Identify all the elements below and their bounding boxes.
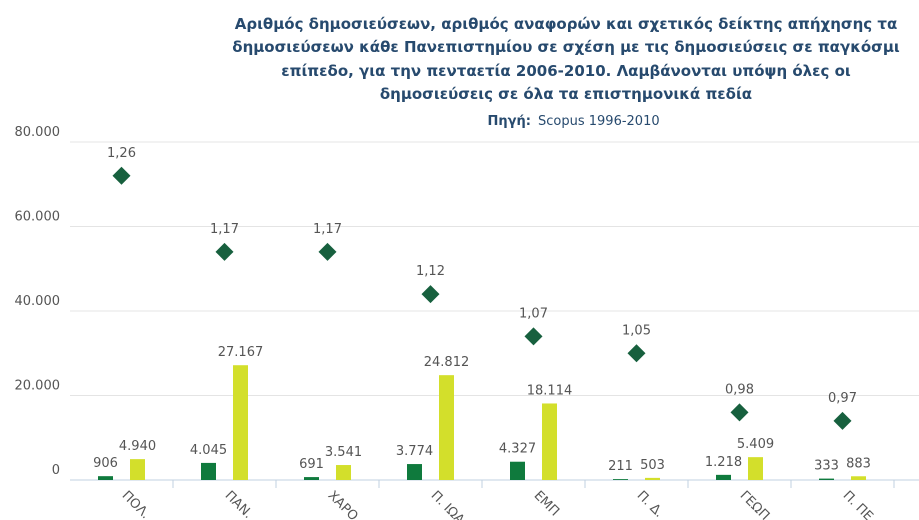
x-tick-label: Π. Δ. <box>634 488 667 520</box>
data-label: 27.167 <box>218 345 264 360</box>
x-tick-label: Π. ΠΕ <box>840 488 876 520</box>
y-tick-label: 20.000 <box>15 379 61 394</box>
data-label: 883 <box>846 456 871 471</box>
bar <box>819 478 834 480</box>
x-tick-label: ΧΑΡΟ <box>325 488 361 520</box>
data-label: 906 <box>93 456 118 471</box>
x-tick-label: ΠΑΝ. <box>222 488 256 520</box>
bar <box>748 457 763 480</box>
data-label: 1,07 <box>519 306 548 321</box>
data-label: 24.812 <box>424 355 470 370</box>
data-label: 0,97 <box>828 391 857 406</box>
subtitle-label: Πηγή: <box>488 114 531 129</box>
x-tick-label: Π. ΙΩΑ <box>428 488 467 520</box>
bar <box>542 403 557 480</box>
data-label: 1.218 <box>705 455 742 470</box>
bar <box>439 375 454 480</box>
data-label: 1,17 <box>313 222 342 237</box>
subtitle: Scopus 1996-2010 <box>538 114 660 129</box>
y-tick-label: 40.000 <box>15 294 61 309</box>
data-label: 503 <box>640 458 665 473</box>
diamond-marker <box>730 403 749 422</box>
chart-title: δημοσιεύσεων κάθε Πανεπιστημίου σε σχέση… <box>232 38 900 56</box>
bar <box>304 477 319 480</box>
data-label: 333 <box>814 459 839 474</box>
bar <box>407 464 422 480</box>
diamond-marker <box>524 327 543 346</box>
data-label: 1,05 <box>622 323 651 338</box>
bar <box>613 479 628 480</box>
y-tick-label: 80.000 <box>15 125 61 140</box>
data-label: 4.327 <box>499 442 536 457</box>
data-label: 691 <box>299 457 324 472</box>
bar <box>130 459 145 480</box>
bar <box>645 477 660 480</box>
chart-title: Αριθμός δημοσιεύσεων, αριθμός αναφορών κ… <box>235 15 898 33</box>
data-label: 1,26 <box>107 146 136 161</box>
diamond-marker <box>627 344 646 363</box>
data-label: 0,98 <box>725 382 754 397</box>
x-tick-label: ΕΜΠ <box>531 488 562 519</box>
y-tick-label: 60.000 <box>15 210 61 225</box>
bar <box>510 461 525 480</box>
y-tick-label: 0 <box>52 463 60 478</box>
diamond-marker <box>112 166 131 185</box>
diamond-marker <box>833 411 852 430</box>
data-label: 211 <box>608 459 633 474</box>
data-label: 4.940 <box>119 439 156 454</box>
data-label: 1,17 <box>210 222 239 237</box>
bar <box>336 465 351 480</box>
data-label: 18.114 <box>527 383 573 398</box>
chart-title: δημοσιεύσεις σε όλα τα επιστημονικά πεδί… <box>380 85 752 103</box>
bar <box>233 365 248 480</box>
diamond-marker <box>421 285 440 304</box>
data-label: 4.045 <box>190 443 227 458</box>
bar <box>851 476 866 480</box>
data-label: 3.774 <box>396 444 433 459</box>
data-label: 5.409 <box>737 437 774 452</box>
diamond-marker <box>318 242 337 261</box>
data-label: 1,12 <box>416 264 445 279</box>
bar <box>98 476 113 480</box>
bar <box>201 462 216 480</box>
data-label: 3.541 <box>325 445 362 460</box>
chart-title: επίπεδο, για την πενταετία 2006-2010. Λα… <box>281 62 851 80</box>
bar <box>716 474 731 480</box>
diamond-marker <box>215 242 234 261</box>
x-tick-label: ΓΕΩΠ <box>737 488 772 520</box>
x-tick-label: ΠΟΛ. <box>119 488 153 520</box>
